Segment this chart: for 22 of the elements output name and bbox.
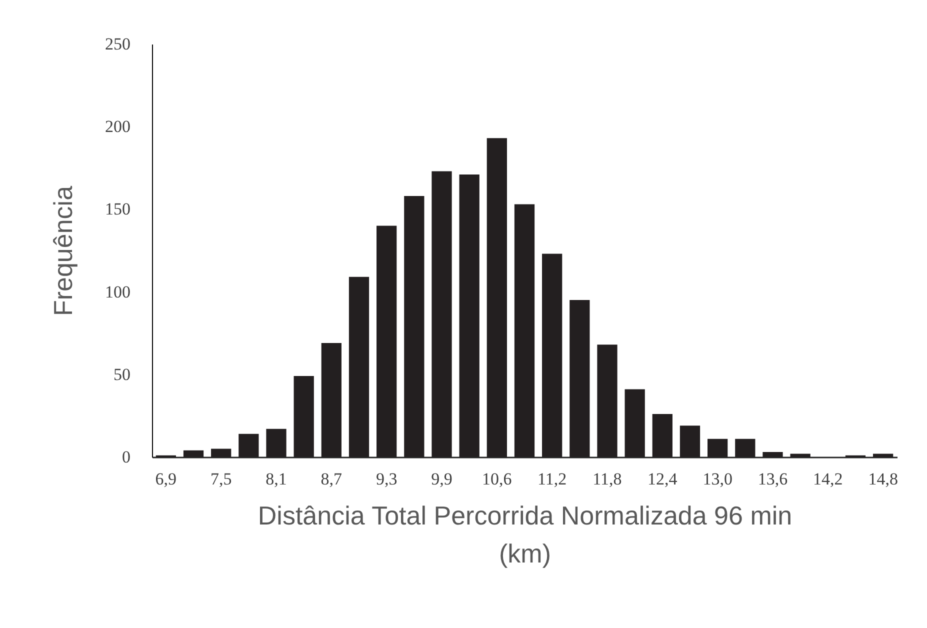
- x-axis-title: Distância Total Percorrida Normalizada 96 min (km): [258, 500, 792, 568]
- x-tick-label: 9,3: [376, 470, 398, 488]
- x-tick-label: 14,2: [813, 470, 843, 488]
- x-tick-label: 6,9: [155, 470, 177, 488]
- x-tick-label: 7,5: [210, 470, 232, 488]
- y-tick-label: 150: [105, 200, 130, 219]
- y-tick-label: 50: [114, 364, 130, 384]
- x-tick-label: 14,8: [868, 470, 898, 488]
- x-tick-label: 9,9: [431, 470, 452, 488]
- y-tick-label: 100: [105, 282, 130, 302]
- x-tick-label: 13,6: [758, 470, 788, 488]
- x-tick-label: 12,4: [648, 470, 678, 488]
- y-tick-label: 250: [105, 34, 130, 54]
- y-tick-label: 200: [105, 117, 130, 136]
- y-tick-label: 0: [122, 448, 130, 466]
- x-tick-label: 8,1: [266, 470, 287, 488]
- x-tick-label: 8,7: [320, 470, 343, 488]
- x-tick-label: 11,8: [592, 470, 622, 488]
- x-tick-label: 10,6: [482, 470, 512, 488]
- x-tick-label: 11,2: [538, 470, 567, 488]
- x-tick-label: 13,0: [702, 470, 732, 488]
- y-axis-title: Frequência: [48, 185, 78, 316]
